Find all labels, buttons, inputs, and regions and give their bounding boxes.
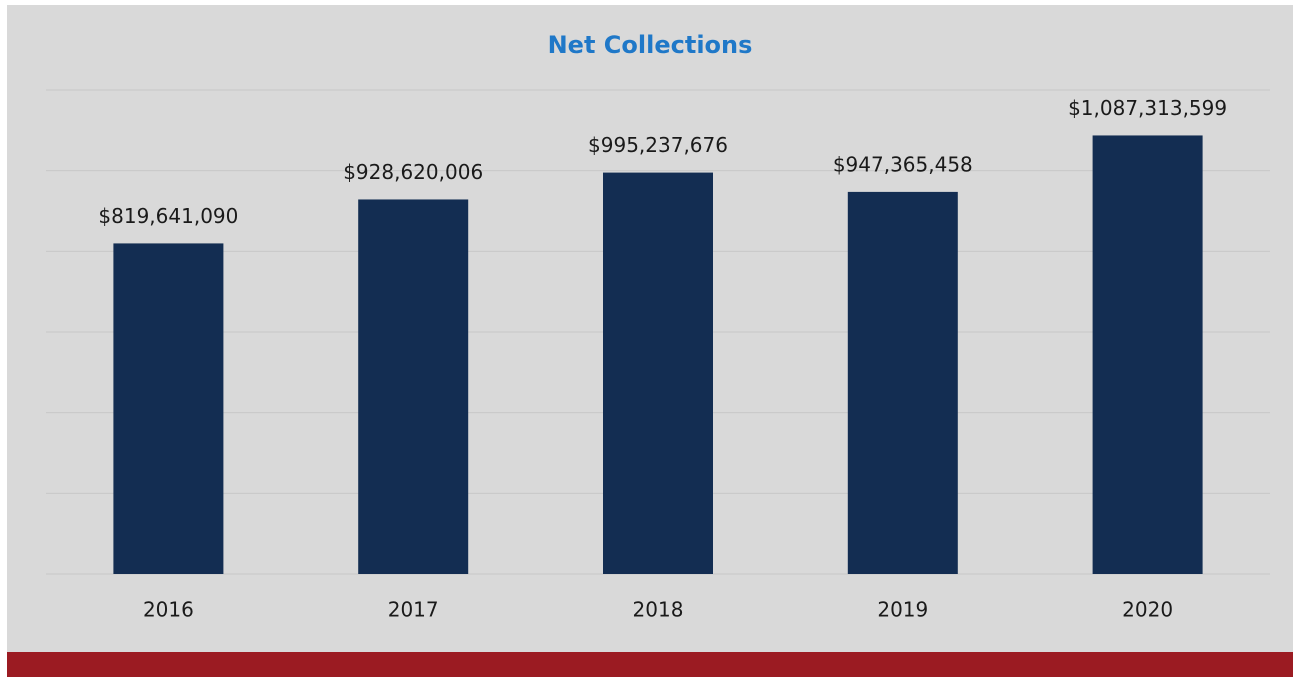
footer-band (7, 652, 1293, 677)
data-label: $928,620,006 (343, 160, 483, 184)
bar (603, 172, 713, 574)
x-tick-label: 2017 (388, 598, 439, 622)
data-label: $1,087,313,599 (1068, 96, 1227, 120)
bar (113, 243, 224, 574)
x-tick-label: 2018 (633, 598, 684, 622)
x-tick-label: 2019 (877, 598, 928, 622)
chart-title: Net Collections (548, 31, 753, 59)
x-tick-label: 2016 (143, 598, 194, 622)
data-label: $995,237,676 (588, 133, 728, 157)
bar (847, 191, 958, 574)
bar (358, 199, 469, 574)
data-label: $947,365,458 (833, 152, 973, 176)
data-label: $819,641,090 (98, 204, 238, 228)
bar (1092, 135, 1203, 574)
x-tick-label: 2020 (1122, 598, 1173, 622)
